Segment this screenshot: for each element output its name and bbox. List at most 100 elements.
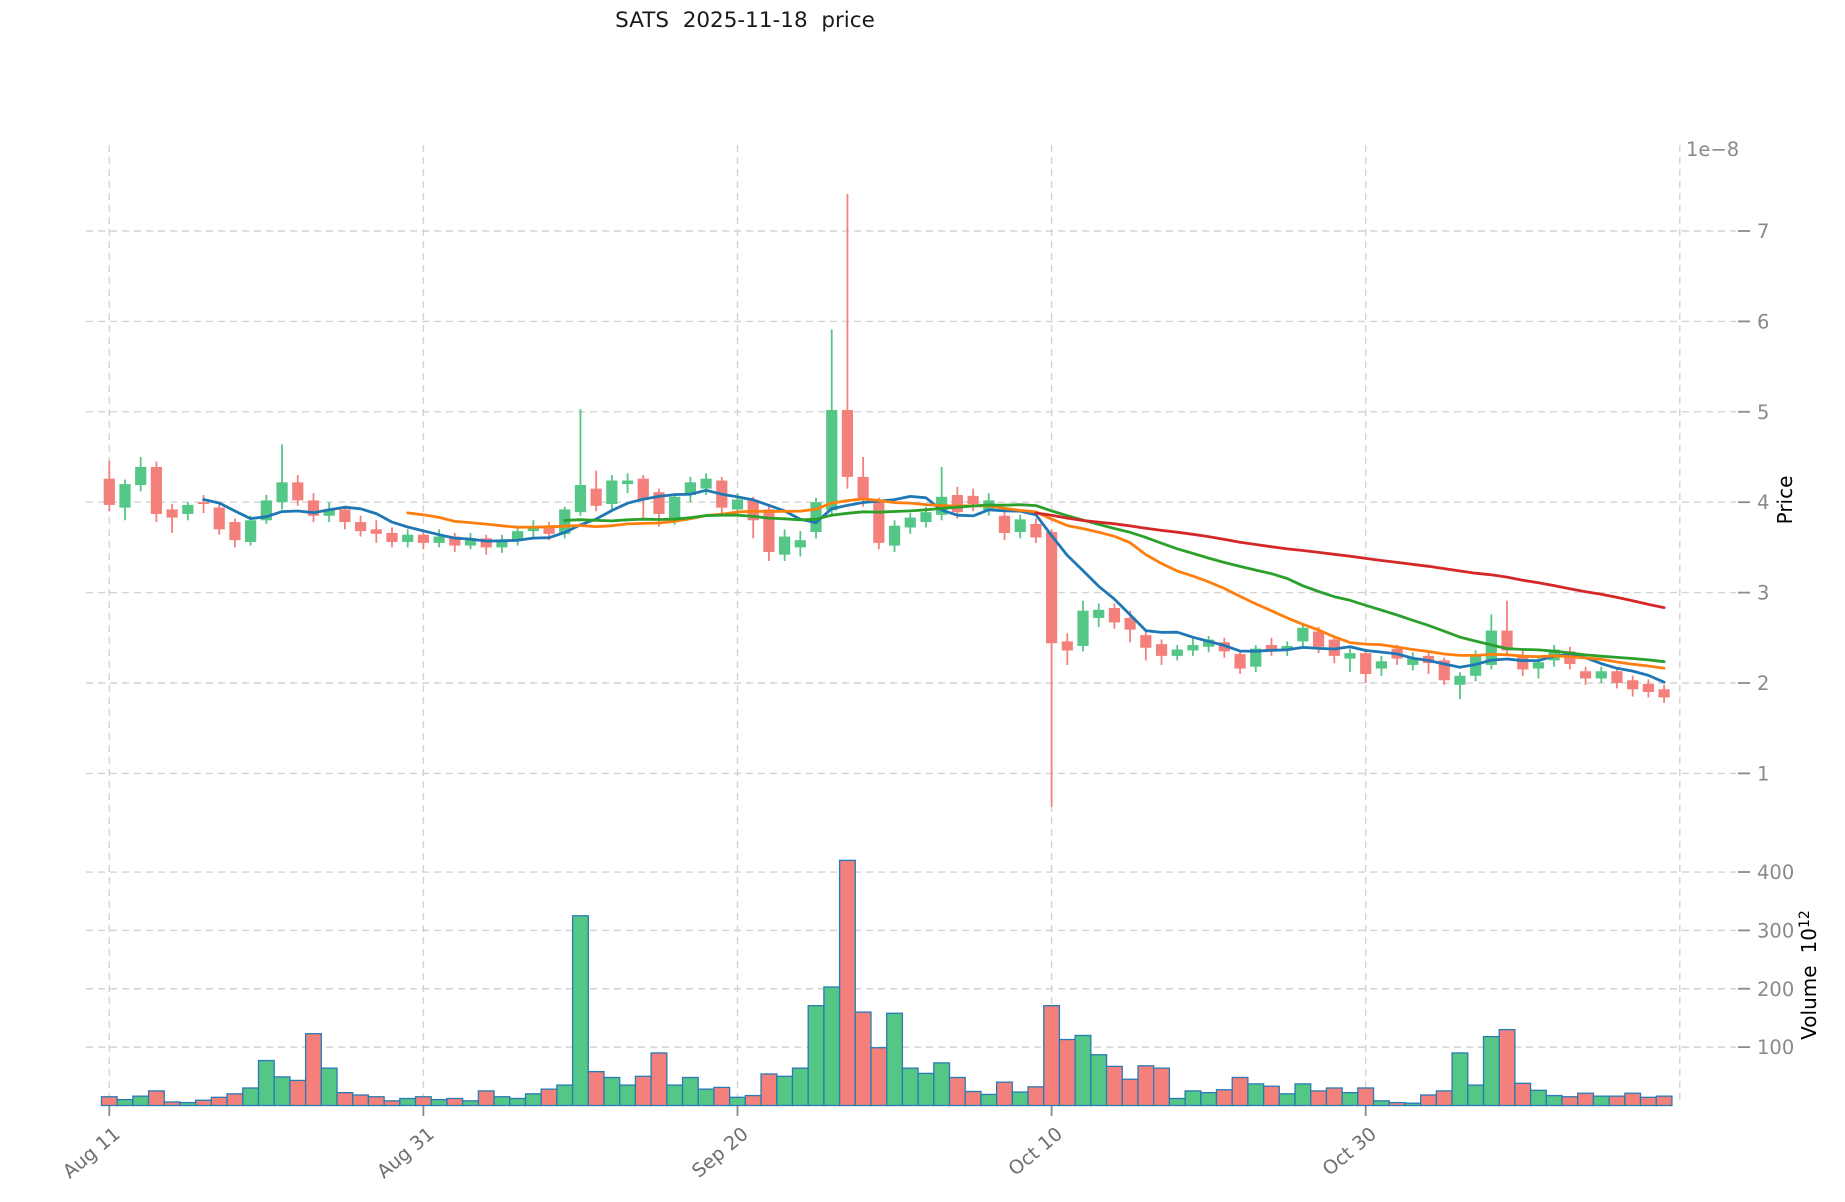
candle-body (873, 502, 885, 543)
date-tick-label: Oct 30 (1318, 1123, 1380, 1180)
volume-bar (1058, 1038, 1076, 1107)
volume-bar (367, 1096, 385, 1107)
volume-bar (1577, 1092, 1595, 1107)
chart-title: SATS 2025-11-18 price (615, 8, 875, 33)
candle-body (1187, 645, 1199, 651)
candle-body (433, 536, 445, 543)
candle-body (1265, 645, 1278, 650)
candle-body (1014, 519, 1026, 533)
volume-tick-label: 200 (1757, 978, 1794, 1001)
volume-bar (870, 1047, 888, 1107)
volume-bar (1278, 1093, 1296, 1107)
candle-body (1595, 671, 1607, 679)
volume-bar (1388, 1101, 1406, 1107)
volume-bar (917, 1072, 935, 1107)
volume-bar (540, 1088, 558, 1107)
candle-body (135, 466, 147, 486)
ma30-line (563, 503, 1666, 664)
candle-body (888, 525, 901, 546)
candle-body (857, 476, 869, 500)
candle-body (621, 480, 634, 485)
volume-bar (1467, 1084, 1485, 1107)
volume-bar (571, 915, 589, 1107)
volume-bar (1608, 1095, 1626, 1107)
volume-bar (242, 1087, 260, 1107)
candle-body (339, 509, 351, 523)
candle-body (1124, 617, 1136, 630)
volume-bar (1184, 1090, 1202, 1107)
volume-tick-label: 100 (1757, 1036, 1794, 1059)
volume-bar (1655, 1095, 1673, 1107)
volume-bar (1420, 1094, 1438, 1107)
volume-bar (995, 1081, 1013, 1107)
price-tick-label: 6 (1757, 310, 1769, 333)
volume-bar (1310, 1090, 1328, 1107)
candle-body (1501, 630, 1513, 651)
candle-body (1077, 610, 1089, 646)
volume-bar (163, 1101, 181, 1107)
candle-body (1061, 641, 1073, 651)
candle-body (292, 482, 304, 501)
volume-bar (697, 1088, 715, 1107)
candle-body (1517, 655, 1529, 670)
candle-body (841, 409, 854, 477)
candle-body (1532, 662, 1545, 669)
candle-body (245, 520, 257, 542)
volume-bar (1498, 1028, 1516, 1107)
volume-bar (116, 1099, 134, 1107)
candle-body (1312, 631, 1325, 647)
candle-body (197, 502, 210, 505)
candle-body (606, 480, 618, 505)
candle-body (354, 522, 367, 532)
volume-bar (446, 1097, 464, 1107)
volume-bar (791, 1067, 809, 1107)
volume-bar (1294, 1083, 1312, 1107)
candle-body (370, 529, 382, 534)
candle-body (1046, 532, 1058, 644)
volume-bar (1482, 1035, 1500, 1107)
volume-bar (776, 1075, 794, 1107)
candle-body (951, 494, 963, 513)
candle-body (182, 504, 194, 514)
candle-body (1093, 609, 1105, 618)
candle-body (826, 409, 838, 511)
candle-body (213, 507, 225, 530)
volume-bar (1514, 1082, 1532, 1107)
date-tick-label: Oct 10 (1004, 1123, 1066, 1180)
volume-bar (1639, 1096, 1657, 1107)
volume-bar (728, 1096, 747, 1107)
candle-body (637, 478, 649, 500)
candle-body (1140, 635, 1152, 648)
candle-body (1611, 671, 1623, 683)
volume-axis-title: Volume1012 (1797, 910, 1821, 1040)
candle-body (1297, 627, 1309, 642)
candle-body (779, 536, 791, 555)
volume-bar (1545, 1094, 1563, 1107)
volume-bar (1404, 1102, 1422, 1107)
candle-body (150, 466, 163, 514)
volume-bar (179, 1101, 197, 1107)
volume-bar (320, 1067, 338, 1107)
candle-body (276, 482, 288, 503)
date-tick-label: Aug 11 (59, 1123, 125, 1183)
candle-body (260, 500, 272, 521)
volume-bar (1153, 1067, 1171, 1107)
volume-bar (1451, 1052, 1469, 1107)
volume-bar (854, 1011, 872, 1107)
price-tick-label: 7 (1757, 220, 1769, 243)
volume-bar (493, 1096, 511, 1107)
volume-bar (1121, 1078, 1139, 1107)
candle-body (464, 538, 477, 546)
volume-bar (147, 1090, 165, 1107)
price-tick-label: 5 (1757, 401, 1769, 424)
volume-bar (383, 1100, 401, 1107)
volume-bar (289, 1079, 307, 1107)
candle-body (1642, 683, 1654, 693)
candle-body (512, 531, 524, 541)
volume-bar (634, 1075, 652, 1107)
volume-bar (681, 1076, 699, 1107)
volume-bar (1231, 1076, 1249, 1107)
candle-body (967, 495, 979, 505)
candle-body (166, 509, 178, 518)
